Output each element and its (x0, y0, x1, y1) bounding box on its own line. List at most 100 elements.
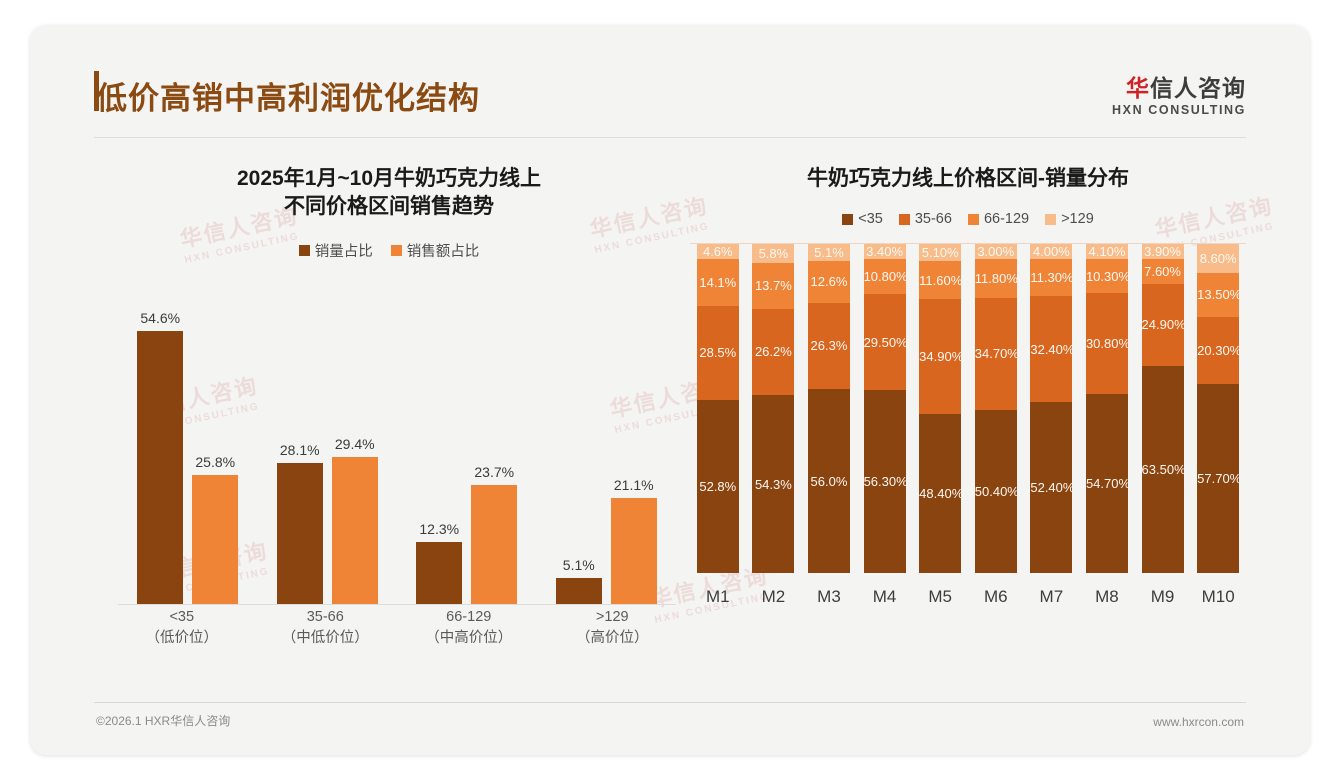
stacked-bar[interactable]: 5.1% 12.6% 26.3% 56.0% (807, 244, 850, 574)
stack-segment[interactable]: 14.1% (696, 259, 739, 306)
legend-label: <35 (858, 211, 883, 228)
stack-segment[interactable]: 28.5% (696, 305, 739, 400)
stack-segment[interactable]: 34.90% (919, 299, 962, 415)
stack-segment-label: 52.8% (699, 479, 737, 494)
grouped-bar-chart: 54.6% 25.8% 28.1% 29.4% 12.3% 23.7% 5.1% 21.1% … (94, 275, 684, 646)
stacked-bar[interactable]: 5.10% 11.60% 34.90% 48.40% (919, 244, 962, 574)
x-axis-label: 35-66 （中低价位） (254, 607, 398, 649)
stack-segment-label: 8.60% (1199, 250, 1237, 266)
bar-fill (137, 330, 184, 604)
bar[interactable]: 54.6% (137, 310, 184, 604)
x-axis-label: M4 (872, 587, 897, 607)
stack-segment[interactable]: 29.50% (863, 294, 906, 391)
stack-segment-label: 32.40% (1030, 341, 1073, 357)
stack-segment[interactable]: 50.40% (974, 410, 1017, 574)
stack-segment[interactable]: 11.60% (919, 261, 962, 300)
stack-segment[interactable]: 30.80% (1085, 293, 1128, 395)
stack-segment[interactable]: 13.50% (1197, 272, 1240, 317)
stack-segment-label: 3.00% (977, 244, 1015, 260)
stacked-bar[interactable]: 8.60% 13.50% 20.30% 57.70% (1197, 244, 1240, 574)
legend-item-sales-amount[interactable]: 销售额占比 (390, 240, 480, 261)
stack-segment[interactable]: 11.80% (974, 259, 1017, 298)
legend-item-66-129[interactable]: 66-129 (967, 211, 1029, 227)
x-axis-label: M2 (761, 587, 786, 607)
stack-segment[interactable]: 54.3% (752, 394, 795, 574)
footer-website[interactable]: www.hxrcon.com (1153, 715, 1244, 729)
stack-segment[interactable]: 3.90% (1141, 244, 1184, 260)
stacked-bar[interactable]: 3.90% 7.60% 24.90% 63.50% (1141, 244, 1184, 574)
stack-segment-label: 11.60% (919, 272, 962, 288)
stack-segment-label: 30.80% (1085, 336, 1128, 352)
stack-segment-label: 54.3% (754, 476, 792, 492)
bar[interactable]: 28.1% (276, 442, 323, 604)
bar-value-label: 25.8% (195, 453, 236, 470)
legend-item->129[interactable]: >129 (1045, 211, 1094, 227)
stacked-bar[interactable]: 4.10% 10.30% 30.80% 54.70% (1085, 244, 1128, 574)
stack-segment-label: 7.60% (1144, 264, 1181, 280)
stack-segment-label: 26.2% (754, 344, 792, 360)
stack-segment[interactable]: 3.40% (863, 244, 906, 260)
stacked-bar[interactable]: 4.00% 11.30% 32.40% 52.40% (1030, 244, 1073, 574)
bar[interactable]: 29.4% (331, 436, 378, 604)
top-axis-line (690, 243, 1246, 245)
stack-segment[interactable]: 7.60% (1141, 259, 1184, 285)
stack-segment[interactable]: 26.2% (752, 308, 795, 395)
bar[interactable]: 5.1% (555, 557, 602, 604)
stack-segment[interactable]: 24.90% (1141, 284, 1184, 366)
stacked-bar[interactable]: 3.40% 10.80% 29.50% 56.30% (863, 244, 906, 574)
stacked-bar-chart: 4.6% 14.1% 28.5% 52.8% 5.8% 13.7% 26.2% 54.3% 5.… (690, 243, 1246, 611)
x-axis-label-tier: （中高价位） (425, 629, 513, 646)
stack-segment[interactable]: 13.7% (752, 263, 795, 309)
stack-segment[interactable]: 4.6% (696, 244, 739, 260)
stack-segment[interactable]: 10.80% (863, 259, 906, 295)
stack-segment[interactable]: 32.40% (1030, 296, 1073, 403)
stacked-bar[interactable]: 5.8% 13.7% 26.2% 54.3% (752, 244, 795, 574)
bar-group: 12.3% 23.7% (397, 275, 537, 604)
bar[interactable]: 21.1% (610, 477, 657, 604)
stack-segment[interactable]: 20.30% (1197, 316, 1240, 384)
stack-segment[interactable]: 34.70% (974, 297, 1017, 411)
stack-segment[interactable]: 63.50% (1141, 365, 1184, 574)
stack-segment[interactable]: 52.40% (1030, 402, 1073, 574)
stack-segment[interactable]: 57.70% (1197, 383, 1240, 574)
stack-segment[interactable]: 56.0% (807, 389, 850, 574)
stacked-bar-column: 3.90% 7.60% 24.90% 63.50% (1135, 244, 1191, 574)
stack-segment[interactable]: 52.8% (696, 399, 739, 574)
stacked-bar-x-labels: M1 M2 M3 M4 M5 M6 M7 M8 M9 M10 (690, 587, 1246, 607)
stack-segment[interactable]: 54.70% (1085, 394, 1128, 574)
stack-segment[interactable]: 4.00% (1030, 244, 1073, 260)
stack-segment[interactable]: 5.8% (752, 244, 795, 264)
legend-label: 销售额占比 (406, 243, 480, 260)
stack-segment[interactable]: 10.30% (1085, 259, 1128, 294)
stack-segment[interactable]: 12.6% (807, 261, 850, 303)
stack-segment-label: 54.70% (1085, 476, 1128, 492)
stack-segment[interactable]: 3.00% (974, 244, 1017, 260)
stack-segment[interactable]: 8.60% (1197, 244, 1240, 273)
stack-segment[interactable]: 4.10% (1085, 244, 1128, 260)
stacked-bar-column: 3.40% 10.80% 29.50% 56.30% (857, 244, 913, 574)
stacked-bar[interactable]: 4.6% 14.1% 28.5% 52.8% (696, 244, 739, 574)
stack-segment-label: 24.90% (1141, 317, 1184, 333)
legend-item-35-66[interactable]: 35-66 (898, 211, 952, 227)
stack-segment-label: 56.0% (810, 473, 848, 489)
legend-label: 销量占比 (314, 243, 373, 260)
stack-segment[interactable]: 11.30% (1030, 259, 1073, 297)
legend-item-<35[interactable]: <35 (842, 211, 883, 227)
bar[interactable]: 12.3% (416, 521, 463, 604)
stack-segment[interactable]: 5.10% (919, 244, 962, 262)
bar[interactable]: 25.8% (192, 454, 239, 604)
bar[interactable]: 23.7% (471, 464, 518, 604)
stack-segment[interactable]: 48.40% (919, 414, 962, 574)
stack-segment[interactable]: 56.30% (863, 390, 906, 574)
stack-segment[interactable]: 5.1% (807, 244, 850, 262)
stack-segment-label: 5.1% (814, 245, 844, 261)
legend-item-sales-volume[interactable]: 销量占比 (298, 240, 373, 261)
grouped-bar-groups: 54.6% 25.8% 28.1% 29.4% 12.3% 23.7% 5.1% 21.1% (118, 275, 676, 604)
bar-fill (276, 463, 323, 604)
stack-segment[interactable]: 26.3% (807, 302, 850, 390)
bar-value-label: 21.1% (613, 477, 654, 494)
stack-segment-label: 3.90% (1144, 244, 1181, 260)
stacked-bar[interactable]: 3.00% 11.80% 34.70% 50.40% (974, 244, 1017, 574)
stacked-bar-column: 5.1% 12.6% 26.3% 56.0% (801, 244, 857, 574)
legend-swatch-icon (1045, 213, 1057, 225)
